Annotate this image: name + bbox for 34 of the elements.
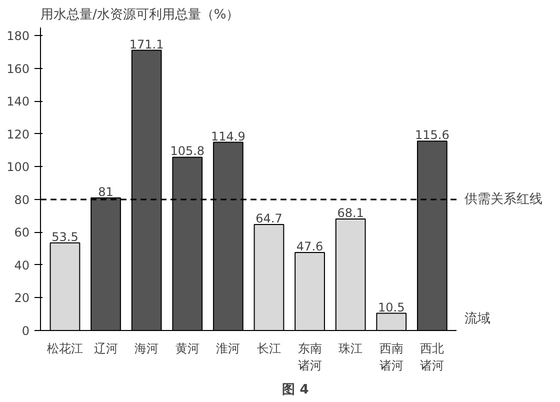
y-tick-label: 160	[6, 62, 30, 76]
x-tick-label: 松花江	[46, 342, 83, 356]
y-tick-label: 40	[14, 258, 30, 272]
data-label: 114.9	[211, 129, 246, 144]
data-label: 115.6	[415, 128, 450, 142]
y-tick-label: 80	[14, 192, 30, 207]
ref-line-label: 供需关系红线	[464, 192, 543, 207]
x-tick-label: 海河	[134, 342, 159, 356]
x-tick-label: 黄河	[175, 342, 200, 356]
x-tick-label: 西北诸河	[420, 342, 444, 372]
y-tick-label: 20	[14, 291, 30, 306]
y-tick-label: 60	[14, 226, 30, 240]
data-label: 68.1	[337, 206, 364, 220]
data-label: 47.6	[296, 240, 324, 254]
y-tick-label: 0	[22, 324, 30, 338]
x-tick-label: 珠江	[338, 342, 363, 356]
y-axis-title: 用水总量/水资源可利用总量（%）	[40, 8, 240, 22]
y-tick-label: 180	[6, 29, 30, 44]
y-tick-label: 140	[6, 94, 30, 109]
data-label: 81	[98, 184, 114, 199]
x-tick-label: 长江	[256, 342, 281, 356]
x-tick-label: 东南诸河	[298, 342, 322, 372]
y-tick-label: 100	[6, 160, 30, 174]
caption: 图 4	[282, 382, 309, 398]
x-tick-label: 淮河	[216, 342, 240, 356]
data-label: 171.1	[129, 37, 164, 52]
data-label: 105.8	[170, 144, 205, 158]
x-axis-title: 流域	[464, 310, 491, 326]
x-tick-label: 辽河	[94, 342, 118, 356]
y-tick-label: 120	[6, 127, 30, 142]
data-label: 53.5	[52, 230, 78, 244]
x-tick-label: 西南诸河	[379, 342, 404, 372]
data-label: 64.7	[256, 212, 282, 226]
data-label: 10.5	[378, 300, 405, 314]
